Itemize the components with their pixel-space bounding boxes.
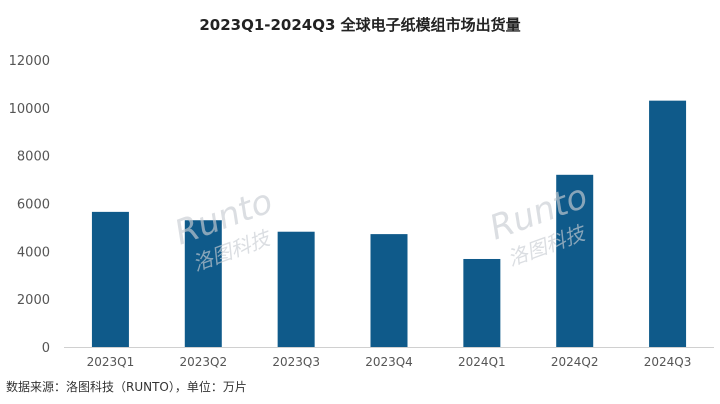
bar-2023Q1 bbox=[91, 211, 129, 347]
bar-2023Q2 bbox=[184, 220, 222, 347]
chart-title: 2023Q1-2024Q3 全球电子纸模组市场出货量 bbox=[199, 16, 521, 34]
y-tick-label: 10000 bbox=[9, 102, 50, 117]
x-tick-label: 2024Q3 bbox=[644, 355, 692, 369]
source-note: 数据来源：洛图科技（RUNTO），单位：万片 bbox=[6, 380, 247, 394]
y-tick-label: 12000 bbox=[9, 54, 50, 69]
x-tick-label: 2023Q2 bbox=[179, 355, 227, 369]
bar-2024Q1 bbox=[463, 258, 501, 347]
x-tick-label: 2023Q3 bbox=[272, 355, 320, 369]
bar-2023Q3 bbox=[277, 231, 315, 347]
bar-2024Q2 bbox=[556, 174, 594, 347]
y-tick-label: 4000 bbox=[17, 245, 50, 260]
x-axis: 2023Q1 2023Q2 2023Q3 2023Q4 2024Q1 2024Q2 2024… bbox=[64, 347, 714, 369]
x-tick-label: 2023Q4 bbox=[365, 355, 413, 369]
bars bbox=[91, 100, 687, 348]
y-axis: 0 2000 4000 6000 8000 10000 12000 bbox=[9, 54, 50, 356]
bar-2024Q3 bbox=[649, 100, 687, 348]
y-tick-label: 0 bbox=[42, 341, 50, 356]
y-tick-label: 8000 bbox=[17, 150, 50, 165]
y-tick-label: 6000 bbox=[17, 198, 50, 213]
x-tick-label: 2023Q1 bbox=[87, 355, 135, 369]
x-tick-label: 2024Q2 bbox=[551, 355, 599, 369]
x-tick-label: 2024Q1 bbox=[458, 355, 506, 369]
bar-2023Q4 bbox=[370, 234, 408, 347]
y-tick-label: 2000 bbox=[17, 293, 50, 308]
